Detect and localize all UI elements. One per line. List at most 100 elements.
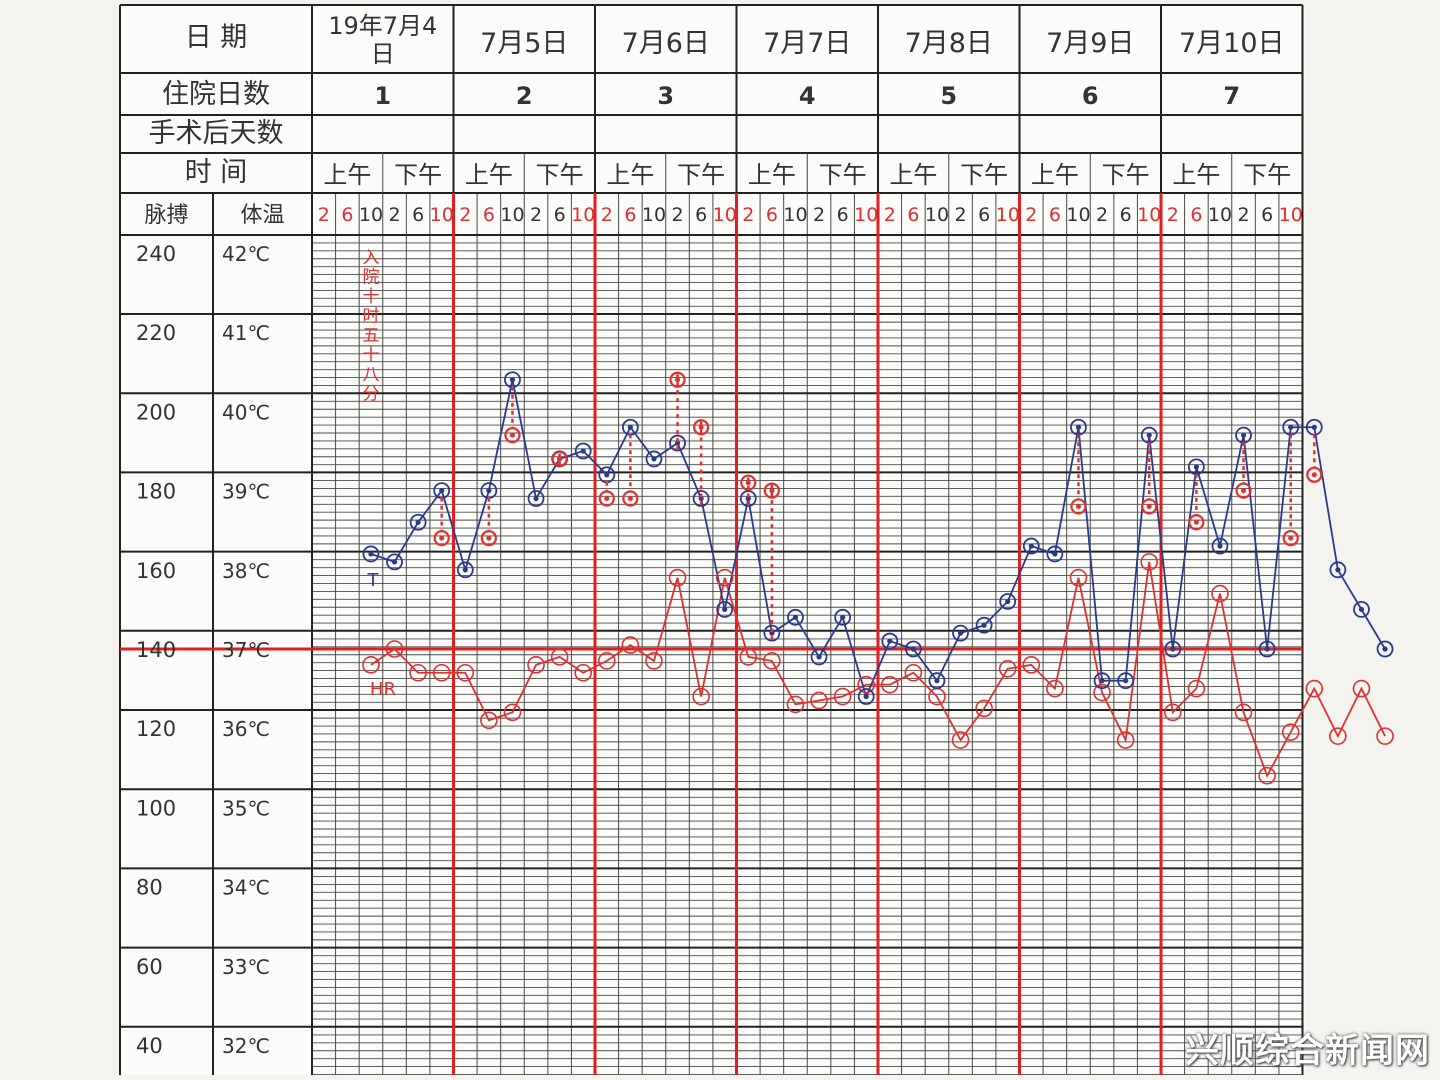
hr-point <box>1116 731 1135 749</box>
hour-label: 2 <box>459 204 471 226</box>
cooling-point-dot <box>675 377 681 383</box>
hour-label: 2 <box>671 204 683 226</box>
hour-label: 2 <box>1167 204 1179 226</box>
cooling-point-dot <box>1288 535 1294 541</box>
temperature-point-dot <box>1264 646 1270 652</box>
temperature-point <box>1211 537 1229 555</box>
admission-char: 时 <box>362 307 379 327</box>
temp-tick: 42℃ <box>222 242 270 266</box>
admission-char: 五 <box>362 326 379 346</box>
hr-point <box>456 663 475 682</box>
temperature-point <box>904 640 922 658</box>
hr-point <box>951 731 970 749</box>
hr-point <box>621 636 640 654</box>
temp-tick: 34℃ <box>222 876 270 900</box>
admission-char: 分 <box>362 385 379 405</box>
temperature-point-dot <box>1146 432 1152 438</box>
pulse-tick: 200 <box>136 400 176 424</box>
temperature-point-dot <box>368 551 374 557</box>
temp-tick: 41℃ <box>222 321 270 345</box>
cooling-point <box>433 530 450 547</box>
temperature-point-dot <box>840 614 846 620</box>
temperature-point-dot <box>1288 424 1294 430</box>
temperature-point-dot <box>1311 424 1317 430</box>
pm-label: 下午 <box>1243 161 1291 189</box>
pulse-tick: 100 <box>136 796 176 820</box>
watermark-text: 兴顺综合新闻网 <box>1185 1031 1430 1071</box>
hour-label: 2 <box>1096 204 1108 226</box>
cooling-point <box>551 450 568 468</box>
hr-series-label: HR <box>370 679 396 700</box>
hr-point <box>645 652 663 670</box>
hour-label: 6 <box>1190 204 1202 226</box>
cooling-point-dot <box>745 480 751 486</box>
hour-label: 10 <box>642 204 666 226</box>
temperature-point-dot <box>981 622 987 628</box>
pulse-label: 脉搏 <box>144 203 188 228</box>
hr-point <box>1329 727 1347 745</box>
temp-tick: 38℃ <box>222 559 270 583</box>
temperature-point-dot <box>816 654 822 660</box>
hospital-day-cell: 5 <box>940 82 957 110</box>
temperature-point <box>386 553 403 571</box>
hr-point <box>1069 568 1088 587</box>
hr-point <box>715 568 734 587</box>
temperature-point-dot <box>745 495 751 502</box>
hr-point <box>1258 766 1276 785</box>
temperature-point-dot <box>1099 678 1105 684</box>
hour-label: 2 <box>388 204 400 226</box>
am-label: 上午 <box>1172 161 1220 189</box>
hour-label: 2 <box>884 204 896 226</box>
hr-point <box>998 659 1017 678</box>
hr-point <box>1305 679 1324 698</box>
temperature-point-dot <box>1217 543 1223 549</box>
hr-point <box>1376 727 1394 745</box>
hour-label: 2 <box>601 204 613 226</box>
cooling-point <box>693 419 710 436</box>
hr-point <box>1022 656 1041 674</box>
cooling-point-dot <box>627 496 633 502</box>
temperature-point-dot <box>415 519 421 525</box>
hour-label: 10 <box>713 204 737 226</box>
temp-tick: 35℃ <box>222 796 270 820</box>
temperature-point-dot <box>651 456 657 462</box>
cooling-point <box>1141 498 1158 515</box>
hour-label: 6 <box>554 204 566 226</box>
hr-line <box>370 561 1386 778</box>
hr-point <box>763 652 781 670</box>
hr-point <box>550 648 569 666</box>
temperature-point <box>1046 545 1064 563</box>
cooling-point <box>480 530 497 547</box>
hr-point <box>432 663 451 682</box>
cooling-point <box>763 482 780 499</box>
hour-label: 6 <box>695 204 707 226</box>
hr-point <box>527 656 545 674</box>
hour-label: 2 <box>813 204 825 226</box>
date-cell: 7月8日 <box>905 28 993 59</box>
pulse-tick: 220 <box>136 321 176 345</box>
temperature-point <box>834 608 852 626</box>
hr-point <box>880 675 899 694</box>
temperature-point-dot <box>769 630 775 636</box>
cooling-point <box>1306 466 1323 483</box>
hr-point <box>1163 703 1182 722</box>
temperature-point-dot <box>887 638 893 644</box>
hr-point <box>1352 679 1371 698</box>
am-label: 上午 <box>465 161 513 189</box>
temperature-series-label: T <box>366 570 379 591</box>
temperature-point <box>952 624 969 642</box>
hour-label: 6 <box>1120 204 1132 226</box>
cooling-point-dot <box>1075 503 1081 509</box>
temperature-point-dot <box>1382 646 1388 652</box>
pm-label: 下午 <box>536 161 584 189</box>
hr-point <box>1046 679 1064 698</box>
temperature-point <box>362 545 380 563</box>
temp-tick: 37℃ <box>222 638 270 662</box>
temperature-point <box>928 672 946 690</box>
temperature-point-dot <box>1193 464 1199 470</box>
temperature-point-dot <box>957 630 964 636</box>
hour-label: 10 <box>571 204 595 226</box>
hour-label: 6 <box>1261 204 1273 226</box>
pulse-tick: 40 <box>136 1034 163 1058</box>
